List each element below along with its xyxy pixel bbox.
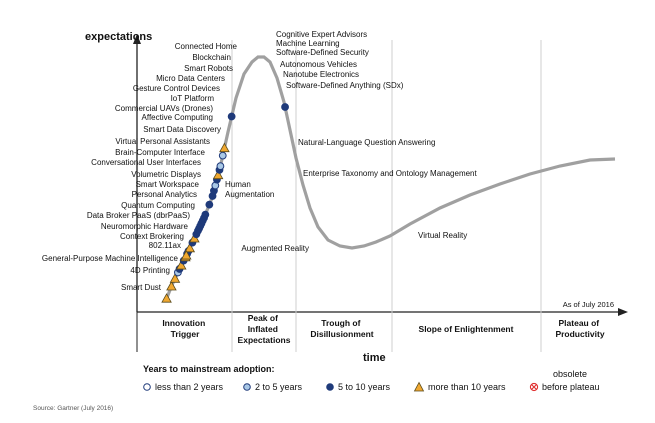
as-of-note: As of July 2016 bbox=[563, 300, 614, 309]
legend-label-lt2: less than 2 years bbox=[155, 382, 224, 392]
legend-marker-5to10 bbox=[326, 383, 334, 391]
label-brain-computer-interface: Brain-Computer Interface bbox=[115, 148, 205, 157]
label-software-defined-anything-sdx: Software-Defined Anything (SDx) bbox=[286, 81, 404, 90]
label-volumetric-displays: Volumetric Displays bbox=[131, 170, 201, 179]
label-4d-printing: 4D Printing bbox=[130, 266, 170, 275]
point-smart-robots bbox=[201, 210, 210, 219]
label-autonomous-vehicles: Autonomous Vehicles bbox=[280, 60, 357, 69]
label-connected-home: Connected Home bbox=[175, 42, 238, 51]
label-software-defined-security: Software-Defined Security bbox=[276, 48, 369, 57]
source-note: Source: Gartner (July 2016) bbox=[33, 405, 113, 412]
legend-heading-obsolete: obsolete bbox=[553, 369, 587, 379]
label-gesture-control-devices: Gesture Control Devices bbox=[133, 84, 220, 93]
y-axis-label: expectations bbox=[85, 31, 152, 43]
legend-marker-gt10 bbox=[413, 381, 425, 392]
point-neuromorphic-hardware bbox=[175, 260, 187, 270]
phase-label-slope: Slope of Enlightenment bbox=[419, 324, 514, 334]
legend-marker-2to5 bbox=[243, 383, 251, 391]
label-affective-computing: Affective Computing bbox=[142, 113, 213, 122]
technology-points: Smart Dust 4D Printing General-Purpose Mac… bbox=[42, 30, 478, 303]
label-smart-dust: Smart Dust bbox=[121, 283, 162, 292]
axes bbox=[133, 34, 628, 352]
point-virtual-reality bbox=[281, 103, 289, 111]
label-quantum-computing: Quantum Computing bbox=[121, 201, 195, 210]
legend-marker-obsolete bbox=[529, 382, 539, 392]
legend-label-2to5: 2 to 5 years bbox=[255, 382, 303, 392]
point-blockchain bbox=[205, 200, 214, 209]
label-data-broker-paas-dbrpaas: Data Broker PaaS (dbrPaaS) bbox=[87, 211, 190, 220]
label-blockchain: Blockchain bbox=[192, 53, 231, 62]
label-commercial-uavs-drones: Commercial UAVs (Drones) bbox=[115, 104, 213, 113]
phase-label-innovation-trigger: Innovation Trigger bbox=[162, 318, 207, 339]
legend-label-5to10: 5 to 10 years bbox=[338, 382, 391, 392]
label-personal-analytics: Personal Analytics bbox=[132, 190, 197, 199]
point-autonomous-vehicles bbox=[212, 169, 224, 180]
label-iot-platform: IoT Platform bbox=[171, 94, 215, 103]
point-4d-printing bbox=[166, 280, 177, 291]
x-axis-label: time bbox=[363, 352, 386, 364]
legend-marker-obsolete-x2 bbox=[531, 384, 537, 390]
point-enterprise-taxonomy-and-ontology-management bbox=[219, 142, 230, 153]
label-smart-data-discovery: Smart Data Discovery bbox=[143, 125, 221, 134]
legend: Years to mainstream adoption: less than … bbox=[143, 364, 600, 392]
point-natural-language-question-answering bbox=[218, 151, 227, 160]
point-augmented-reality bbox=[227, 112, 236, 121]
legend-marker-lt2 bbox=[143, 383, 151, 391]
point-volumetric-displays bbox=[184, 242, 196, 253]
y-axis-arrow bbox=[133, 34, 141, 44]
label-802-11ax: 802.11ax bbox=[149, 241, 181, 250]
point-general-purpose-machine-intelligence bbox=[169, 273, 181, 283]
point-software-defined-anything-sdx bbox=[216, 162, 225, 171]
label-human-augmentation: Human Augmentation bbox=[225, 180, 274, 199]
label-cognitive-expert-advisors: Cognitive Expert Advisors bbox=[276, 30, 367, 39]
legend-title: Years to mainstream adoption: bbox=[143, 364, 275, 374]
label-virtual-reality: Virtual Reality bbox=[418, 231, 467, 240]
phase-dividers bbox=[231, 40, 542, 352]
point-smart-dust bbox=[161, 293, 172, 303]
legend-label-obsolete: before plateau bbox=[542, 382, 600, 392]
label-virtual-personal-assistants: Virtual Personal Assistants bbox=[115, 137, 210, 146]
label-nanotube-electronics: Nanotube Electronics bbox=[283, 70, 359, 79]
phase-label-trough: Trough of Disillusionment bbox=[310, 318, 373, 339]
label-machine-learning: Machine Learning bbox=[276, 39, 340, 48]
label-conversational-user-interfaces: Conversational User Interfaces bbox=[91, 158, 201, 167]
label-general-purpose-machine-intelligence: General-Purpose Machine Intelligence bbox=[42, 254, 179, 263]
label-enterprise-taxonomy-and-ontology-management: Enterprise Taxonomy and Ontology Managem… bbox=[303, 169, 478, 178]
legend-label-gt10: more than 10 years bbox=[428, 382, 506, 392]
label-context-brokering: Context Brokering bbox=[120, 232, 184, 241]
phase-label-plateau: Plateau of Productivity bbox=[555, 318, 604, 339]
label-natural-language-question-answering: Natural-Language Question Answering bbox=[298, 138, 435, 147]
label-augmented-reality: Augmented Reality bbox=[241, 244, 309, 253]
label-smart-workspace: Smart Workspace bbox=[136, 180, 200, 189]
x-axis-arrow bbox=[618, 308, 628, 316]
label-smart-robots: Smart Robots bbox=[184, 64, 233, 73]
phase-label-peak: Peak of Inflated Expectations bbox=[238, 313, 291, 345]
label-neuromorphic-hardware: Neuromorphic Hardware bbox=[101, 222, 189, 231]
label-micro-data-centers: Micro Data Centers bbox=[156, 74, 225, 83]
point-human-augmentation bbox=[180, 250, 192, 260]
hype-curve-line bbox=[164, 55, 616, 301]
